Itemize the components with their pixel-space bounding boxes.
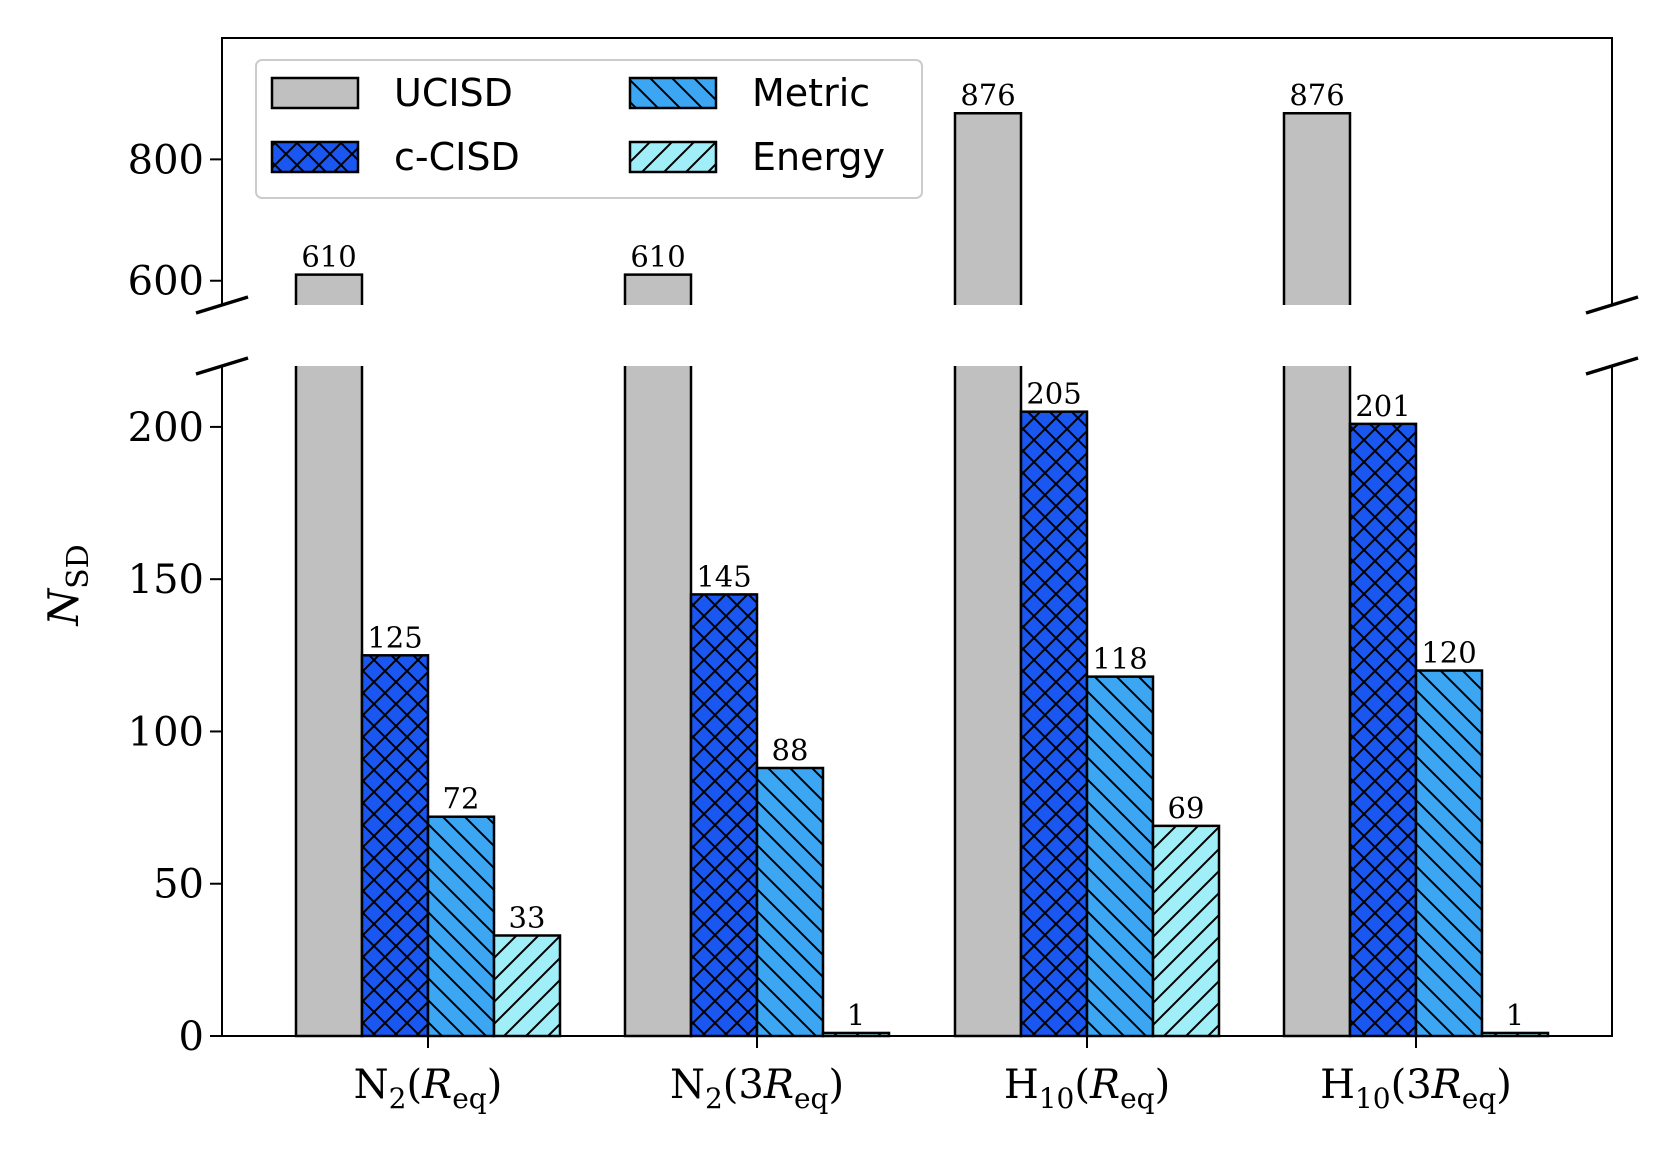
legend: UCISD c-CISD Metric Energy — [255, 59, 923, 199]
lower-spines — [221, 366, 1613, 1037]
break-mark-upper-right — [1585, 295, 1639, 315]
bars: 610 610 876 876 125 145 205 201 72 88 118 120 33 1 69 1 — [294, 78, 1550, 1038]
bar-metric-3: 120 — [1414, 636, 1484, 1038]
bar-c-cisd-3: 201 — [1348, 389, 1418, 1038]
x-category-label-1: N2(3Req) — [670, 1062, 844, 1115]
bar-energy-0: 33 — [492, 901, 562, 1038]
y-tick-label-0: 0 — [179, 1014, 204, 1060]
y-axis-label-subscript: SD — [61, 544, 96, 589]
bar-ucisd-1: 610 — [623, 240, 693, 1038]
bar-c-cisd-0: 125 — [360, 620, 430, 1038]
bar-c-cisd-1-label: 145 — [696, 559, 751, 593]
bar-metric-1-label: 88 — [772, 733, 809, 767]
bar-c-cisd-2: 205 — [1019, 377, 1089, 1038]
x-category-label-3: H10(3Req) — [1320, 1062, 1512, 1115]
y-tick-label-150: 150 — [128, 557, 204, 603]
upper-spines — [221, 37, 1613, 305]
bar-ucisd-3-label: 876 — [1289, 78, 1344, 112]
legend-item-energy: Energy — [628, 135, 885, 179]
x-category-labels: N2(Req) N2(3Req) H10(Req) H10(3Req) — [354, 1036, 1512, 1115]
legend-box: UCISD c-CISD Metric Energy — [255, 59, 923, 199]
break-mark-lower-right — [1585, 356, 1639, 376]
bar-ucisd-3: 876 — [1282, 78, 1352, 1038]
bar-ucisd-0: 610 — [294, 240, 364, 1038]
legend-item-ucisd: UCISD — [270, 71, 513, 115]
bar-metric-0: 72 — [426, 782, 496, 1038]
y-tick-label-50: 50 — [153, 862, 204, 908]
bar-energy-3-label: 1 — [1506, 998, 1524, 1032]
bar-ucisd-2-label: 876 — [960, 78, 1015, 112]
y-tick-label-800: 800 — [128, 137, 204, 183]
legend-label-ucisd: UCISD — [394, 71, 513, 115]
bar-c-cisd-0-label: 125 — [367, 620, 422, 654]
bar-energy-1-label: 1 — [847, 998, 865, 1032]
bar-metric-3-label: 120 — [1421, 636, 1476, 670]
axis-frame — [195, 37, 1639, 1037]
legend-label-metric: Metric — [752, 71, 870, 115]
bar-ucisd-0-label: 610 — [301, 240, 356, 274]
break-mark-upper-left — [195, 295, 249, 315]
x-category-label-0: N2(Req) — [354, 1062, 503, 1115]
bar-energy-1: 1 — [821, 998, 891, 1038]
y-ticks: 0 50 100 150 200 600 800 — [128, 137, 222, 1060]
bar-metric-0-label: 72 — [443, 782, 480, 816]
legend-item-metric: Metric — [628, 71, 870, 115]
bar-ucisd-1-label: 610 — [630, 240, 685, 274]
bar-metric-2-label: 118 — [1092, 642, 1147, 676]
y-tick-label-600: 600 — [128, 259, 204, 305]
bar-energy-2-label: 69 — [1168, 791, 1205, 825]
bar-c-cisd-1: 145 — [689, 559, 759, 1038]
legend-label-energy: Energy — [752, 135, 885, 179]
y-tick-label-100: 100 — [128, 709, 204, 755]
bar-metric-1: 88 — [755, 733, 825, 1038]
bar-energy-2: 69 — [1151, 791, 1221, 1038]
x-category-label-2: H10(Req) — [1004, 1062, 1170, 1115]
break-mark-lower-left — [195, 356, 249, 376]
legend-item-c-cisd: c-CISD — [270, 135, 520, 179]
legend-label-c-cisd: c-CISD — [394, 135, 520, 179]
y-axis-label: NSD — [39, 544, 96, 626]
bar-c-cisd-2-label: 205 — [1026, 377, 1081, 411]
y-tick-label-200: 200 — [128, 405, 204, 451]
bar-metric-2: 118 — [1085, 642, 1155, 1038]
bar-ucisd-2: 876 — [953, 78, 1023, 1038]
bar-energy-3: 1 — [1480, 998, 1550, 1038]
bar-c-cisd-3-label: 201 — [1355, 389, 1410, 423]
bar-energy-0-label: 33 — [509, 901, 546, 935]
